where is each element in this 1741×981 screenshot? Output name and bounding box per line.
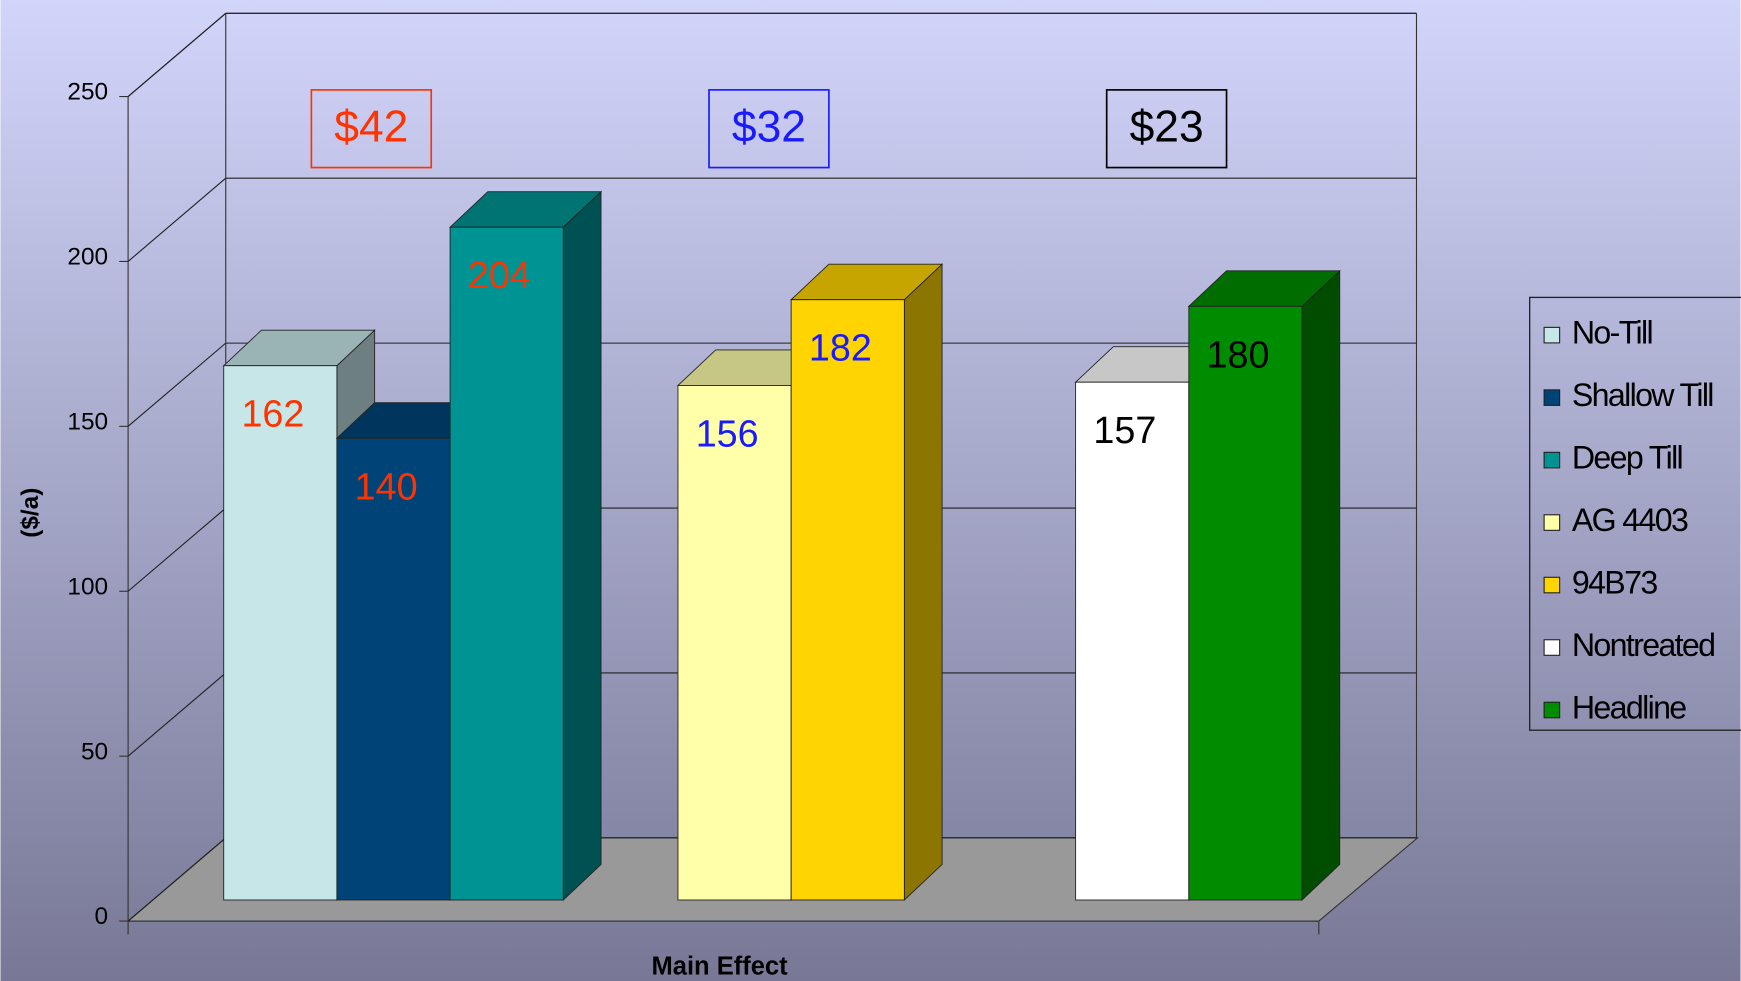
legend-swatch bbox=[1543, 639, 1561, 656]
bar bbox=[336, 437, 451, 901]
annotation-box bbox=[708, 89, 830, 169]
annotation-box bbox=[310, 89, 433, 169]
legend-label: 94B73 bbox=[1572, 565, 1657, 601]
legend-box bbox=[1529, 296, 1741, 731]
grid-line bbox=[127, 342, 227, 427]
grid-line bbox=[127, 12, 227, 97]
annotation: $23 bbox=[1130, 103, 1204, 152]
annotation: $42 bbox=[334, 103, 408, 152]
bar bbox=[449, 226, 564, 901]
annotation: $32 bbox=[732, 103, 806, 152]
bar-side bbox=[903, 263, 943, 902]
y-tick-label: 100 bbox=[67, 573, 108, 600]
legend-swatch bbox=[1543, 576, 1561, 594]
y-tick-label: 50 bbox=[81, 738, 108, 765]
y-tick-label: 150 bbox=[67, 408, 108, 435]
y-tick-label: 250 bbox=[67, 79, 108, 106]
legend-swatch bbox=[1543, 701, 1561, 719]
x-axis-title: Main Effect bbox=[652, 952, 789, 980]
legend-label: AG 4403 bbox=[1572, 502, 1688, 538]
legend-label: Headline bbox=[1572, 690, 1686, 726]
annotation-box bbox=[1105, 89, 1228, 169]
legend-swatch bbox=[1543, 326, 1561, 344]
legend-label: No-Till bbox=[1572, 315, 1652, 351]
bar-side bbox=[562, 190, 602, 902]
legend-label: Shallow Till bbox=[1572, 377, 1713, 413]
bar-side bbox=[1301, 269, 1341, 902]
bar bbox=[677, 385, 792, 901]
y-tick-label: 200 bbox=[67, 244, 108, 271]
y-axis-title: ($/a) bbox=[17, 488, 44, 538]
data-label: 156 bbox=[696, 413, 759, 455]
bar bbox=[790, 299, 905, 901]
data-label: 140 bbox=[355, 465, 418, 507]
legend-swatch bbox=[1543, 389, 1561, 406]
legend-swatch bbox=[1543, 451, 1561, 469]
legend-label: Deep Till bbox=[1572, 440, 1682, 476]
grid-line bbox=[127, 837, 227, 922]
bar bbox=[1075, 381, 1190, 901]
bar bbox=[223, 365, 338, 901]
data-label: 204 bbox=[468, 254, 531, 296]
grid-line bbox=[127, 672, 227, 757]
data-label: 180 bbox=[1207, 333, 1270, 375]
bar bbox=[1188, 305, 1303, 901]
y-tick-label: 0 bbox=[95, 903, 109, 930]
grid-line bbox=[127, 177, 227, 262]
legend-label: Nontreated bbox=[1572, 627, 1715, 663]
grid-line bbox=[127, 507, 227, 592]
data-label: 182 bbox=[809, 327, 872, 369]
data-label: 157 bbox=[1093, 409, 1156, 451]
data-label: 162 bbox=[241, 393, 304, 435]
legend-swatch bbox=[1543, 514, 1561, 531]
